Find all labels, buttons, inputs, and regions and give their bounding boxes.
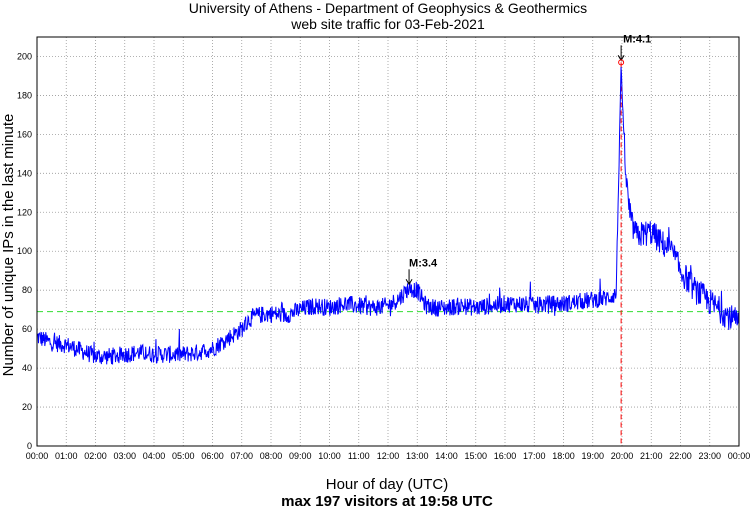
traffic-series-line: [36, 66, 740, 365]
x-tick-label: 20:00: [611, 451, 634, 461]
x-tick-label: 08:00: [260, 451, 283, 461]
x-tick-label: 01:00: [55, 451, 78, 461]
event-annotations: M:3.4 M:4.1: [405, 33, 651, 286]
x-tick-label: 23:00: [698, 451, 721, 461]
chart-title: University of Athens - Department of Geo…: [189, 0, 587, 16]
y-tick-label: 120: [17, 207, 32, 217]
y-tick-label: 0: [27, 441, 32, 451]
y-tick-label: 100: [17, 246, 32, 256]
x-axis-ticks: 00:00 01:00 02:00 03:00 04:00 05:00 06:00 07:00…: [26, 451, 750, 461]
event-label: M:3.4: [409, 257, 438, 269]
y-tick-label: 80: [22, 285, 32, 295]
y-axis-ticks: 0 20 40 60 80 100 120 140 160 180 200: [17, 51, 32, 451]
y-tick-label: 60: [22, 324, 32, 334]
x-tick-label: 16:00: [494, 451, 517, 461]
plot-frame: [36, 36, 740, 447]
y-tick-label: 160: [17, 129, 32, 139]
x-tick-label: 06:00: [201, 451, 224, 461]
peak-marker: [618, 59, 625, 66]
y-axis-label: Number of unique IPs in the last minute: [0, 114, 17, 377]
x-tick-label: 00:00: [26, 451, 49, 461]
x-tick-label: 15:00: [464, 451, 487, 461]
max-visitors-note: max 197 visitors at 19:58 UTC: [281, 493, 493, 510]
x-tick-label: 13:00: [406, 451, 429, 461]
y-tick-label: 140: [17, 168, 32, 178]
x-tick-label: 05:00: [172, 451, 195, 461]
x-tick-label: 02:00: [84, 451, 107, 461]
event-label: M:4.1: [623, 33, 651, 45]
x-tick-label: 04:00: [143, 451, 166, 461]
x-tick-label: 14:00: [435, 451, 458, 461]
x-tick-label: 18:00: [552, 451, 575, 461]
x-tick-label: 03:00: [113, 451, 136, 461]
x-tick-label: 17:00: [523, 451, 546, 461]
x-tick-label: 00:00: [728, 451, 750, 461]
x-axis-label: Hour of day (UTC): [326, 476, 449, 493]
x-tick-label: 09:00: [289, 451, 312, 461]
x-tick-label: 22:00: [669, 451, 692, 461]
grid: [36, 37, 740, 447]
x-tick-label: 07:00: [230, 451, 253, 461]
x-tick-label: 10:00: [318, 451, 341, 461]
x-tick-label: 21:00: [640, 451, 663, 461]
y-tick-label: 200: [17, 51, 32, 61]
x-tick-label: 19:00: [581, 451, 604, 461]
x-tick-label: 11:00: [348, 451, 370, 461]
chart-subtitle: web site traffic for 03-Feb-2021: [290, 16, 485, 32]
event-arrowhead: [405, 279, 413, 286]
y-tick-label: 180: [17, 90, 32, 100]
x-tick-label: 12:00: [377, 451, 400, 461]
y-tick-label: 40: [22, 363, 32, 373]
y-tick-label: 20: [22, 402, 32, 412]
